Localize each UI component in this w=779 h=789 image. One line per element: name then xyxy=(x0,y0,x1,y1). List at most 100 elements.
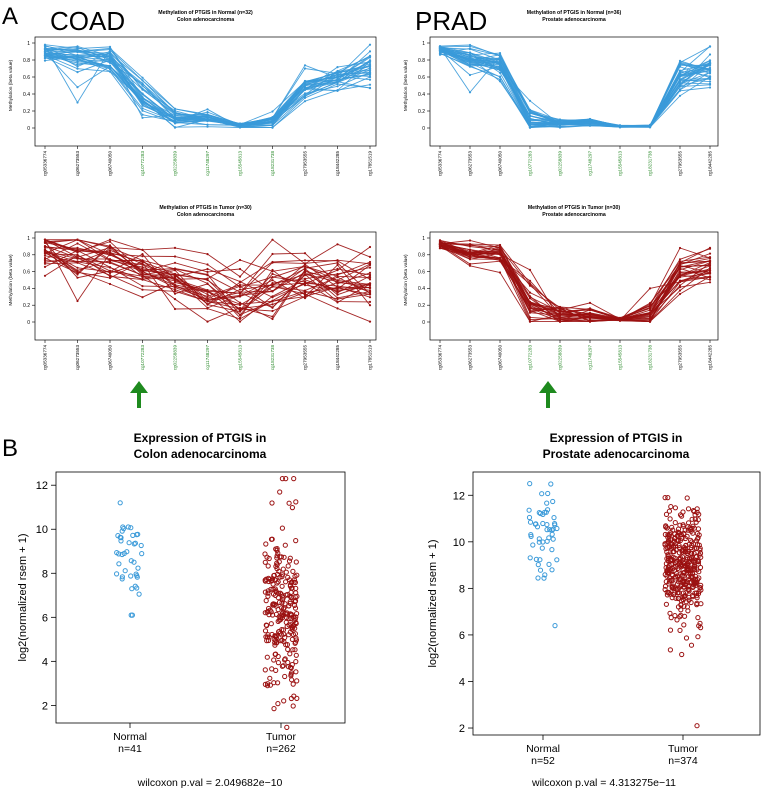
arrow-head xyxy=(130,381,148,393)
series-point xyxy=(368,282,372,285)
data-point xyxy=(283,476,289,482)
series-point xyxy=(528,320,532,323)
series-point xyxy=(173,290,177,293)
data-point xyxy=(128,558,134,564)
data-point xyxy=(128,573,134,579)
x-tick-label: cg10772283 xyxy=(528,151,533,177)
y-tick-label: 12 xyxy=(36,480,48,492)
series-point xyxy=(336,267,339,270)
coad-tumor-methylation-chart: Methylation of PTGIS in Tumor (n=30)Colo… xyxy=(8,205,377,371)
series-point xyxy=(271,123,274,126)
series-point xyxy=(558,125,562,128)
data-point xyxy=(676,585,682,591)
data-point xyxy=(552,623,558,629)
data-point xyxy=(262,559,268,565)
series-point xyxy=(141,278,144,281)
series-point xyxy=(558,305,562,309)
data-point xyxy=(293,635,299,641)
series-point xyxy=(558,121,562,124)
series-point xyxy=(76,256,79,259)
data-point xyxy=(664,525,670,531)
series-point xyxy=(43,274,47,277)
x-tick-label: cg27953555 xyxy=(678,345,683,371)
series-point xyxy=(528,283,532,286)
data-point xyxy=(691,508,697,515)
coad-normal-methylation-chart: Methylation of PTGIS in Normal (n=32)Col… xyxy=(8,10,377,177)
data-point xyxy=(675,595,682,601)
data-point xyxy=(129,612,135,618)
data-point xyxy=(280,610,286,616)
y-tick-label: 0.8 xyxy=(418,58,425,64)
data-point xyxy=(293,669,299,675)
data-point xyxy=(121,526,127,532)
data-point xyxy=(683,545,689,552)
y-tick-label: 0.6 xyxy=(23,75,30,81)
series-point xyxy=(468,244,472,247)
data-point xyxy=(545,490,551,497)
x-tick-label: cg10772283 xyxy=(140,151,145,177)
data-point xyxy=(126,540,132,546)
series-point xyxy=(588,121,592,124)
series-point xyxy=(43,262,47,265)
series-point xyxy=(76,242,79,245)
data-point xyxy=(279,632,285,638)
series-point xyxy=(303,292,307,296)
chart-subtitle: Prostate adenocarcinoma xyxy=(543,447,690,461)
y-tick-label: 0.8 xyxy=(23,253,30,259)
series-point xyxy=(336,259,339,262)
series-point xyxy=(336,301,339,304)
plot-frame xyxy=(34,36,377,147)
x-tick-label: cg18442285 xyxy=(335,345,340,371)
series-point xyxy=(303,64,307,67)
x-tick-label: cg06740050 xyxy=(498,345,503,371)
data-point xyxy=(663,511,670,518)
series-point xyxy=(43,240,47,243)
data-point xyxy=(677,537,684,544)
series-point xyxy=(558,123,562,126)
series-point xyxy=(206,278,209,281)
data-point xyxy=(667,647,674,653)
x-tick-label: cg11748297 xyxy=(588,151,593,176)
data-point xyxy=(694,536,701,542)
series-point xyxy=(76,299,79,303)
series-point xyxy=(336,75,339,78)
series-point xyxy=(708,82,712,85)
series-point xyxy=(206,108,209,111)
data-point xyxy=(672,505,679,511)
data-point xyxy=(125,524,131,530)
series-point xyxy=(206,320,209,323)
data-point xyxy=(290,703,296,709)
series-point xyxy=(303,259,307,262)
data-point xyxy=(689,516,695,522)
series-point xyxy=(678,258,682,261)
x-tick-label: cg05336774 xyxy=(438,151,443,177)
data-point xyxy=(121,550,127,557)
series-point xyxy=(498,243,502,247)
series-point xyxy=(336,293,339,296)
y-tick-label: 6 xyxy=(42,612,48,624)
series-point xyxy=(588,119,592,122)
x-tick-label: cg18442285 xyxy=(708,151,713,177)
series-point xyxy=(336,307,339,310)
series-point xyxy=(173,281,177,284)
y-tick-label: 0 xyxy=(422,320,425,326)
data-point xyxy=(686,520,692,526)
data-point xyxy=(537,510,544,517)
series-point xyxy=(336,78,339,81)
series-point xyxy=(336,286,339,289)
series-point xyxy=(336,70,339,73)
series-point xyxy=(108,282,112,286)
data-point xyxy=(694,509,700,516)
coad-label: COAD xyxy=(50,6,125,36)
series-point xyxy=(648,125,652,128)
data-point xyxy=(539,545,545,551)
data-point xyxy=(527,555,533,561)
series-point xyxy=(528,279,532,282)
data-point xyxy=(683,590,689,596)
series-point xyxy=(336,296,339,299)
group-label: Normal xyxy=(526,743,560,755)
series-point xyxy=(468,51,472,54)
series-point xyxy=(206,118,209,121)
data-point xyxy=(293,499,299,505)
series-point xyxy=(336,89,339,92)
